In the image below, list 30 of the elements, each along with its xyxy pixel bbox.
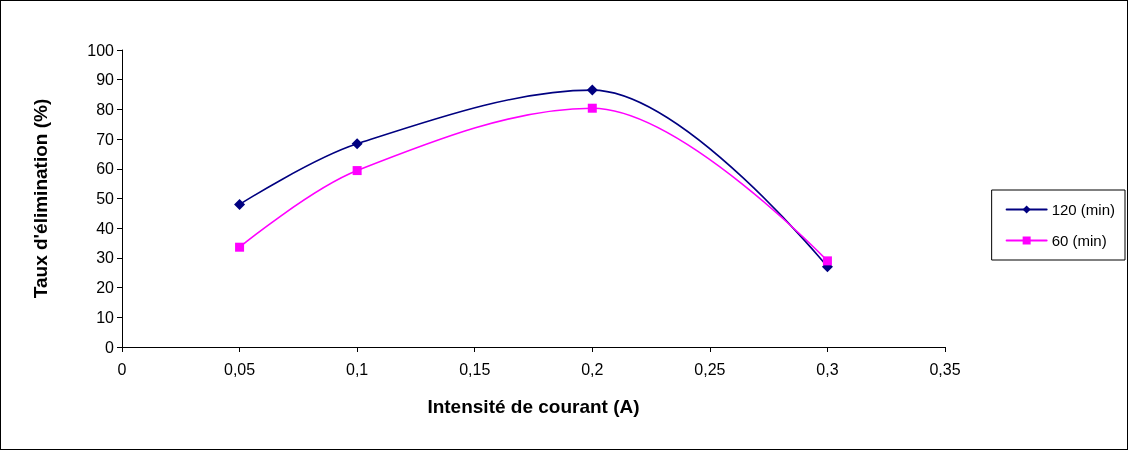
y-tick-label: 100 [87, 41, 115, 59]
point [822, 256, 832, 266]
point [234, 198, 246, 210]
y-tick-label: 0 [105, 338, 115, 356]
y-tick-label: 30 [96, 249, 115, 267]
y-tick-label: 60 [96, 160, 115, 178]
legend-label: 120 (min) [1051, 201, 1115, 218]
point [587, 103, 597, 113]
x-tick-label: 0,35 [929, 360, 961, 378]
x-axis-title: Intensité de courant (A) [427, 396, 640, 417]
y-tick-label: 50 [96, 190, 115, 207]
y-tick-label: 40 [96, 219, 115, 237]
y-axis-title: Taux d'élimination (%) [30, 98, 51, 299]
x-tick-label: 0,2 [581, 360, 604, 378]
x-tick-label: 0,05 [224, 360, 256, 378]
point [586, 84, 598, 96]
x-tick-label: 0,1 [346, 360, 369, 378]
y-tick-label: 80 [96, 100, 115, 118]
y-tick-label: 10 [96, 308, 115, 326]
point [235, 242, 245, 252]
point [351, 138, 363, 150]
x-tick-label: 0,25 [694, 360, 726, 378]
legend-label: 60 (min) [1051, 232, 1107, 249]
point [352, 166, 362, 176]
y-tick-label: 90 [96, 71, 115, 89]
y-tick-label: 70 [96, 130, 115, 148]
y-tick-label: 20 [96, 279, 115, 297]
x-tick-label: 0,15 [459, 360, 491, 378]
x-tick-label: 0,3 [816, 360, 839, 378]
x-tick-label: 0 [117, 360, 127, 378]
